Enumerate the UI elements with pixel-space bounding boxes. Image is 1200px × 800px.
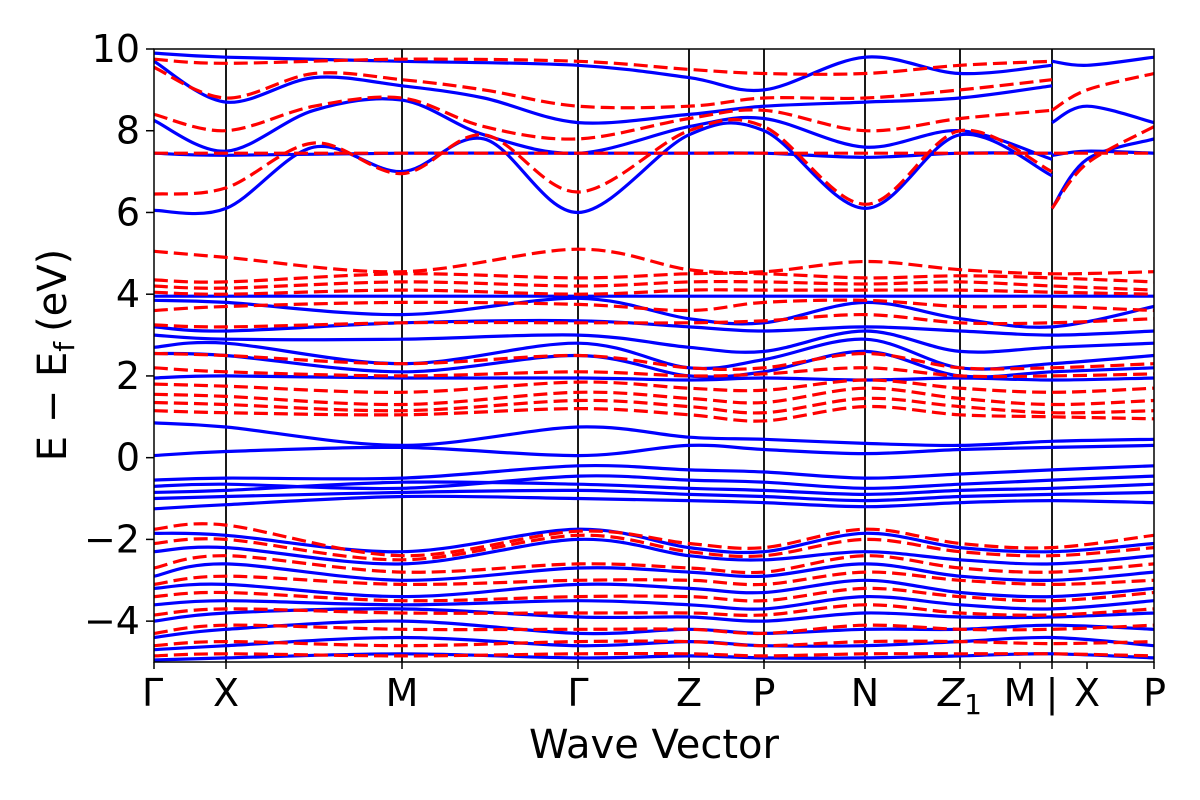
y-axis-title-main: E − E — [30, 352, 76, 462]
band-line-1-12 — [154, 312, 1154, 329]
band-line-0-0 — [154, 121, 1053, 216]
band-line-0-11 — [154, 318, 1154, 337]
x-tick-label-2: M — [386, 671, 419, 715]
band-line-1-27 — [154, 651, 1154, 658]
x-tick-label-3: Γ — [567, 671, 588, 715]
y-tick-label-3: 2 — [116, 354, 140, 398]
plot-frame — [153, 48, 1155, 663]
x-tick-label-10: X — [1074, 671, 1100, 715]
band-line-1-2 — [154, 95, 1053, 141]
band-line-0-21 — [154, 488, 1154, 503]
band-line-1-0 — [154, 118, 1053, 206]
band-line-1-13 — [154, 351, 1154, 372]
x-axis-title: Wave Vector — [529, 722, 780, 768]
y-tick-label-5: 6 — [116, 190, 140, 234]
band-line-0-22 — [154, 494, 1154, 511]
band-lines — [154, 51, 1154, 662]
y-axis-ticks: −4 −2 0 2 4 6 8 10 — [84, 27, 154, 643]
x-tick-label-11: P — [1143, 671, 1166, 715]
band-line-1-21 — [154, 554, 1154, 575]
y-axis-title: E − Ef (eV) — [30, 249, 81, 462]
band-line-1-5 — [1050, 125, 1154, 210]
band-line-0-16 — [154, 421, 1154, 448]
band-line-1-6 — [1051, 71, 1154, 112]
band-line-1-4 — [154, 57, 1053, 76]
x-tick-label-4: Z — [676, 671, 702, 715]
band-line-0-26 — [154, 578, 1154, 599]
band-line-1-18 — [154, 404, 1154, 423]
band-line-1-24 — [154, 603, 1154, 617]
band-line-0-7 — [1051, 104, 1154, 125]
band-line-1-8 — [154, 271, 1154, 284]
x-tick-label-7: Z1 — [937, 671, 982, 721]
band-line-0-27 — [154, 594, 1154, 611]
band-line-0-3 — [154, 59, 1053, 125]
y-tick-label-7: 10 — [92, 27, 140, 71]
band-line-0-24 — [154, 537, 1154, 566]
band-line-0-8 — [1051, 55, 1154, 67]
band-line-1-15 — [154, 378, 1154, 394]
y-tick-label-2: 0 — [116, 436, 140, 480]
y-tick-label-6: 8 — [116, 109, 140, 153]
band-line-1-20 — [154, 533, 1154, 562]
band-line-1-10 — [154, 288, 1154, 296]
x-tick-label-8: M — [1004, 671, 1037, 715]
band-line-1-9 — [154, 279, 1154, 292]
band-line-1-14 — [154, 366, 1154, 379]
y-tick-label-0: −4 — [84, 599, 140, 643]
band-line-0-5 — [1050, 137, 1154, 210]
x-tick-label-9: | — [1046, 671, 1059, 716]
band-line-0-23 — [154, 527, 1154, 555]
band-line-1-23 — [154, 586, 1154, 603]
band-line-1-26 — [154, 639, 1154, 648]
band-line-0-18 — [154, 463, 1154, 482]
x-tick-label-5: P — [753, 671, 776, 715]
band-line-1-22 — [154, 570, 1154, 587]
x-tick-label-1: X — [213, 671, 239, 715]
band-line-0-4 — [154, 51, 1053, 93]
band-line-1-19 — [154, 522, 1154, 558]
y-axis-title-sub: f — [48, 341, 81, 352]
band-line-1-11 — [154, 298, 1154, 313]
band-line-0-12 — [154, 329, 1154, 354]
x-tick-label-6: N — [851, 671, 879, 715]
band-line-0-15 — [154, 374, 1154, 382]
band-line-0-25 — [154, 562, 1154, 583]
band-line-1-3 — [154, 65, 1053, 110]
band-line-0-17 — [154, 443, 1154, 458]
y-tick-label-1: −2 — [84, 517, 140, 561]
band-line-0-20 — [154, 480, 1154, 497]
x-tick-label-0: Γ — [142, 671, 163, 715]
y-tick-label-4: 4 — [116, 272, 140, 316]
dashed-red-bands — [154, 57, 1154, 658]
band-line-1-17 — [154, 396, 1154, 415]
band-line-1-16 — [154, 386, 1154, 407]
y-axis-title-unit: (eV) — [30, 249, 76, 332]
x-axis-ticks: Γ X M Γ Z P N Z1 M | X P — [142, 662, 1166, 721]
band-line-1-25 — [154, 623, 1154, 636]
band-line-1-7 — [154, 247, 1154, 276]
